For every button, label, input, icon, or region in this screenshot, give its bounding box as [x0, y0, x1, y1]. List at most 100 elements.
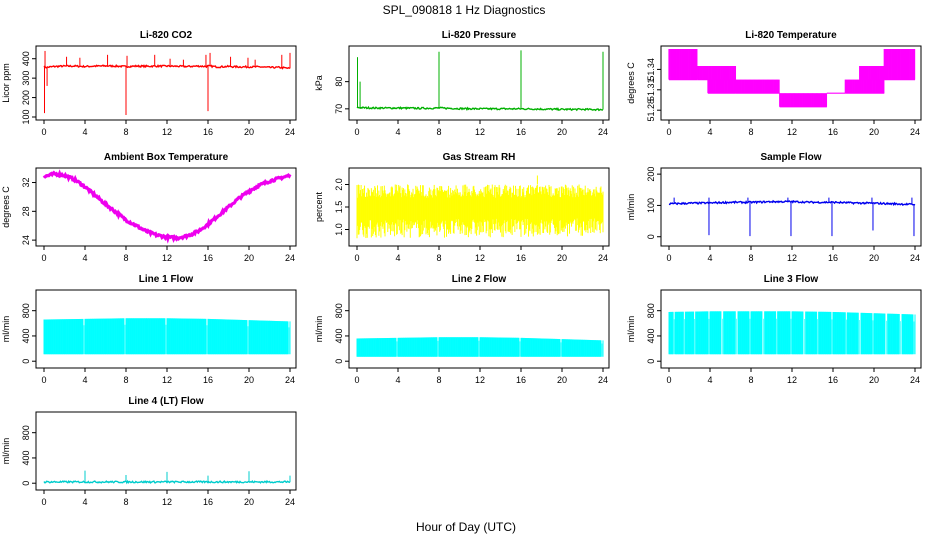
y-tick-label: 400 [21, 328, 31, 343]
y-axis-label: Licor ppm [1, 63, 11, 103]
y-tick-label: 400 [21, 51, 31, 66]
x-tick-label: 12 [475, 127, 485, 137]
x-tick-label: 16 [516, 127, 526, 137]
y-tick-label: 80 [334, 77, 344, 87]
x-tick-label: 8 [436, 375, 441, 385]
panel-title: Ambient Box Temperature [104, 152, 229, 163]
x-tick-label: 0 [41, 127, 46, 137]
x-tick-label: 20 [869, 375, 879, 385]
series-line [43, 63, 291, 70]
y-tick-label: 51.28 [646, 99, 656, 122]
y-axis-label: percent [314, 191, 324, 222]
x-tick-label: 0 [41, 253, 46, 263]
panel-2: Li-820 Pressure 0 4 8 12 16 20 24 70 80 kPa [314, 30, 610, 137]
y-tick-label: 400 [646, 328, 656, 343]
series-line [42, 169, 292, 244]
x-tick-label: 0 [41, 497, 46, 507]
x-tick-label: 16 [203, 253, 213, 263]
panel-10: Line 4 (LT) Flow 0 4 8 12 16 20 24 0 400 800 ml/min [1, 396, 297, 507]
x-tick-label: 0 [666, 375, 671, 385]
panel-title: Line 3 Flow [764, 274, 819, 285]
series-marks [42, 169, 292, 244]
panel-4: Ambient Box Temperature 0 4 8 12 16 20 24 24 28 32… [1, 152, 297, 263]
series-marks [356, 337, 604, 357]
x-tick-label: 4 [82, 375, 87, 385]
y-tick-label: 28 [21, 206, 31, 216]
y-tick-label: 800 [646, 303, 656, 318]
panel-7: Line 1 Flow 0 4 8 12 16 20 24 0 400 800 ml/min [1, 274, 297, 385]
x-tick-label: 4 [707, 253, 712, 263]
x-tick-label: 16 [828, 375, 838, 385]
x-tick-label: 0 [354, 375, 359, 385]
x-tick-label: 16 [203, 127, 213, 137]
y-axis-label: ml/min [314, 316, 324, 343]
plot-frame [348, 45, 610, 121]
x-tick-label: 4 [82, 127, 87, 137]
plot-frame [660, 289, 922, 369]
x-tick-label: 4 [82, 253, 87, 263]
x-tick-label: 24 [285, 497, 295, 507]
y-tick-label: 70 [334, 104, 344, 114]
y-axis-label: ml/min [1, 316, 11, 343]
x-tick-label: 8 [748, 253, 753, 263]
y-tick-label: 32 [21, 178, 31, 188]
plot-frame [35, 289, 297, 369]
plot-frame [348, 289, 610, 369]
x-tick-label: 0 [354, 127, 359, 137]
plot-frame [35, 411, 297, 491]
x-tick-label: 4 [82, 497, 87, 507]
x-tick-label: 20 [869, 253, 879, 263]
y-tick-label: 0 [646, 234, 656, 239]
x-tick-label: 4 [707, 375, 712, 385]
y-tick-label: 200 [21, 90, 31, 105]
x-tick-label: 16 [516, 375, 526, 385]
x-tick-label: 0 [354, 253, 359, 263]
series-line [356, 105, 604, 112]
x-tick-label: 0 [41, 375, 46, 385]
x-tick-label: 8 [748, 375, 753, 385]
y-axis-label: ml/min [626, 194, 636, 221]
series-line [668, 199, 916, 207]
x-tick-label: 8 [123, 375, 128, 385]
x-tick-label: 24 [285, 253, 295, 263]
x-tick-label: 8 [748, 127, 753, 137]
x-tick-label: 8 [436, 253, 441, 263]
x-tick-label: 12 [162, 253, 172, 263]
y-tick-label: 0 [21, 359, 31, 364]
x-tick-label: 0 [666, 253, 671, 263]
x-tick-label: 20 [244, 253, 254, 263]
x-tick-label: 16 [203, 497, 213, 507]
x-tick-label: 12 [162, 375, 172, 385]
x-tick-label: 8 [123, 127, 128, 137]
plot-frame [35, 45, 297, 121]
panel-title: Line 2 Flow [452, 274, 507, 285]
y-tick-label: 800 [21, 425, 31, 440]
y-tick-label: 100 [646, 198, 656, 213]
x-tick-label: 4 [707, 127, 712, 137]
x-tick-label: 20 [244, 497, 254, 507]
y-axis-label: degrees C [626, 62, 636, 104]
x-tick-label: 12 [787, 253, 797, 263]
x-tick-label: 8 [123, 497, 128, 507]
x-tick-label: 24 [910, 375, 920, 385]
figure-title: SPL_090818 1 Hz Diagnostics [383, 3, 546, 17]
y-axis-label: degrees C [1, 186, 11, 228]
panel-1: Li-820 CO2 0 4 8 12 16 20 24 100 200 300 400 Licor p… [1, 30, 297, 137]
x-tick-label: 4 [395, 253, 400, 263]
series-marks [668, 311, 916, 355]
x-tick-label: 20 [869, 127, 879, 137]
panel-title: Sample Flow [760, 152, 821, 163]
x-tick-label: 12 [787, 375, 797, 385]
y-tick-label: 400 [21, 450, 31, 465]
x-tick-label: 12 [475, 375, 485, 385]
y-tick-label: 1.5 [334, 201, 344, 214]
x-tick-label: 24 [285, 375, 295, 385]
y-tick-label: 0 [21, 481, 31, 486]
panel-title: Li-820 Temperature [745, 30, 837, 41]
plot-frame [660, 167, 922, 247]
x-tick-label: 4 [395, 375, 400, 385]
series-marks [356, 50, 604, 112]
y-axis-label: ml/min [626, 316, 636, 343]
series-marks [43, 318, 291, 355]
